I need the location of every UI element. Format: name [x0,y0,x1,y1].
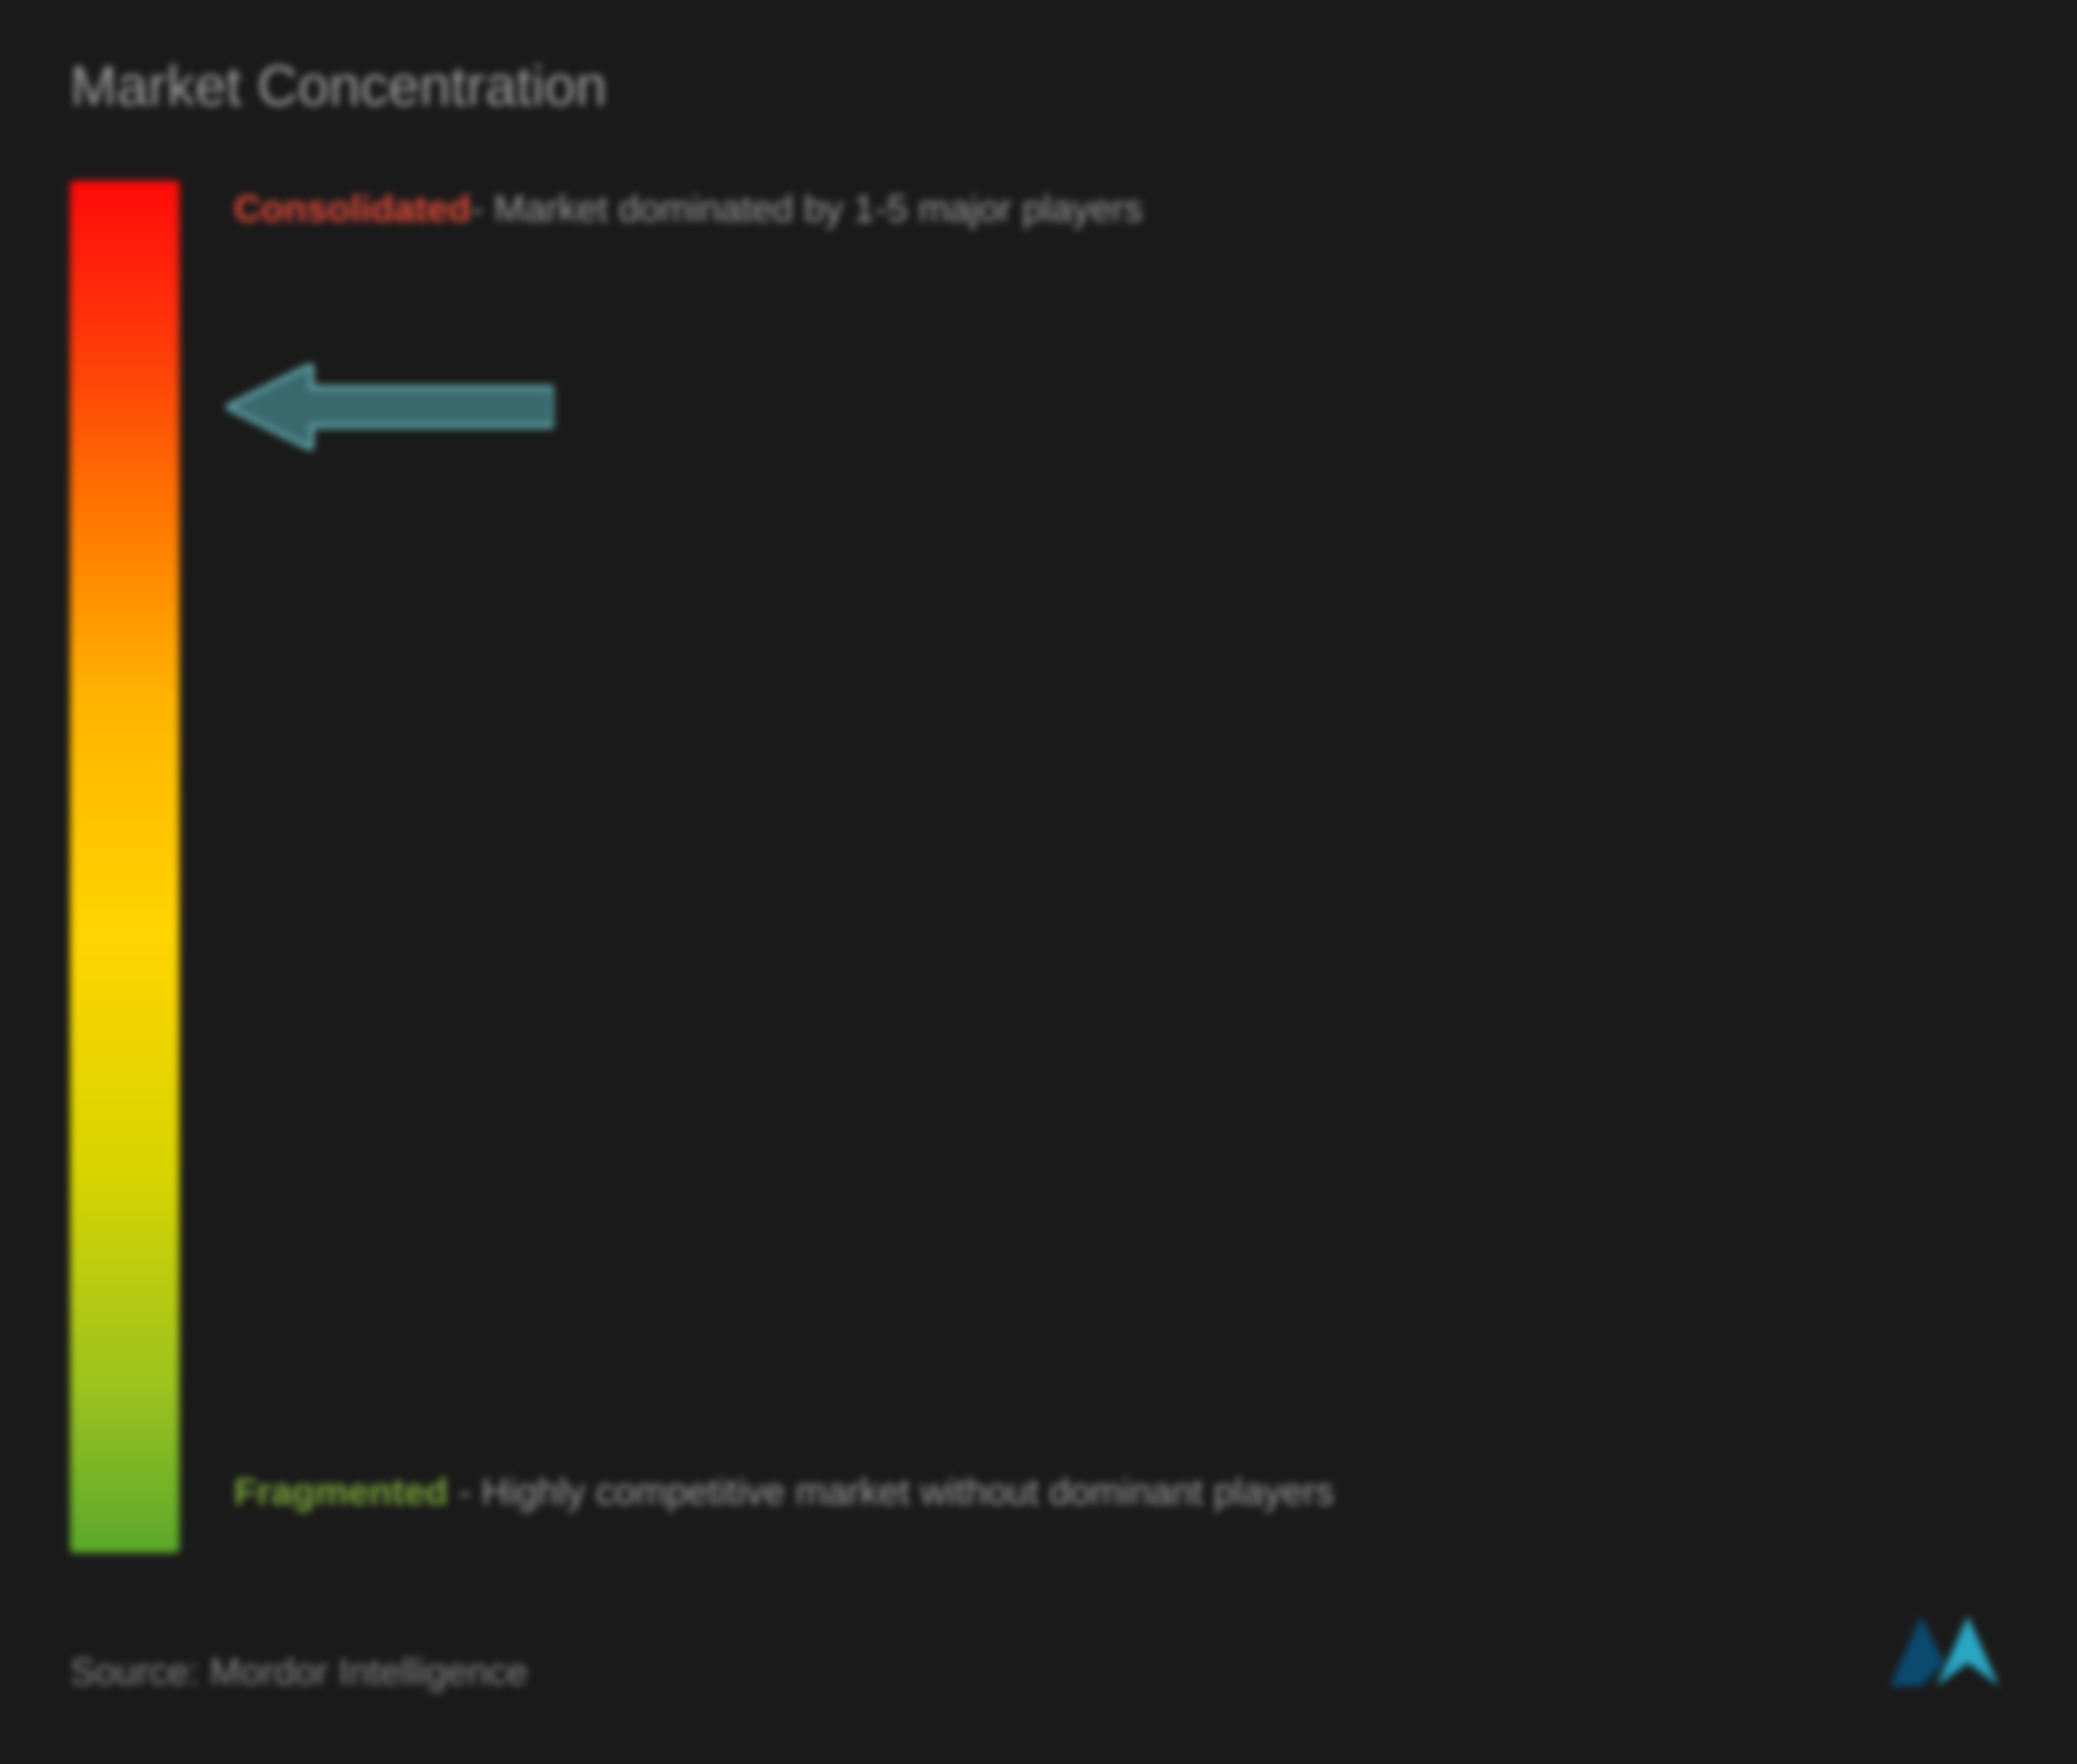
gradient-scale-bar [70,181,179,1553]
chart-title: Market Concentration [70,55,2007,118]
market-concentration-card: Market Concentration Consolidated- Marke… [0,0,2077,1764]
fragmented-label: Fragmented - Highly competitive market w… [234,1464,1960,1522]
fragmented-key: Fragmented [234,1472,448,1513]
consolidated-label: Consolidated- Market dominated by 1-5 ma… [234,181,1960,239]
mordor-logo-icon [1882,1608,2007,1694]
chart-body: Consolidated- Market dominated by 1-5 ma… [70,181,2007,1553]
chart-footer: Source: Mordor Intelligence [70,1608,2007,1694]
consolidated-key: Consolidated [234,189,471,230]
consolidated-desc: - Market dominated by 1-5 major players [471,189,1143,230]
labels-column: Consolidated- Market dominated by 1-5 ma… [234,181,2007,1553]
gradient-scale-column [70,181,179,1553]
indicator-arrow [226,364,554,450]
mordor-logo [1882,1608,2007,1694]
fragmented-desc: - Highly competitive market without domi… [458,1472,1334,1513]
source-attribution: Source: Mordor Intelligence [70,1651,528,1694]
arrow-icon [226,364,554,450]
consolidated-text: Consolidated- Market dominated by 1-5 ma… [234,181,1960,239]
fragmented-text: Fragmented - Highly competitive market w… [234,1464,1960,1522]
